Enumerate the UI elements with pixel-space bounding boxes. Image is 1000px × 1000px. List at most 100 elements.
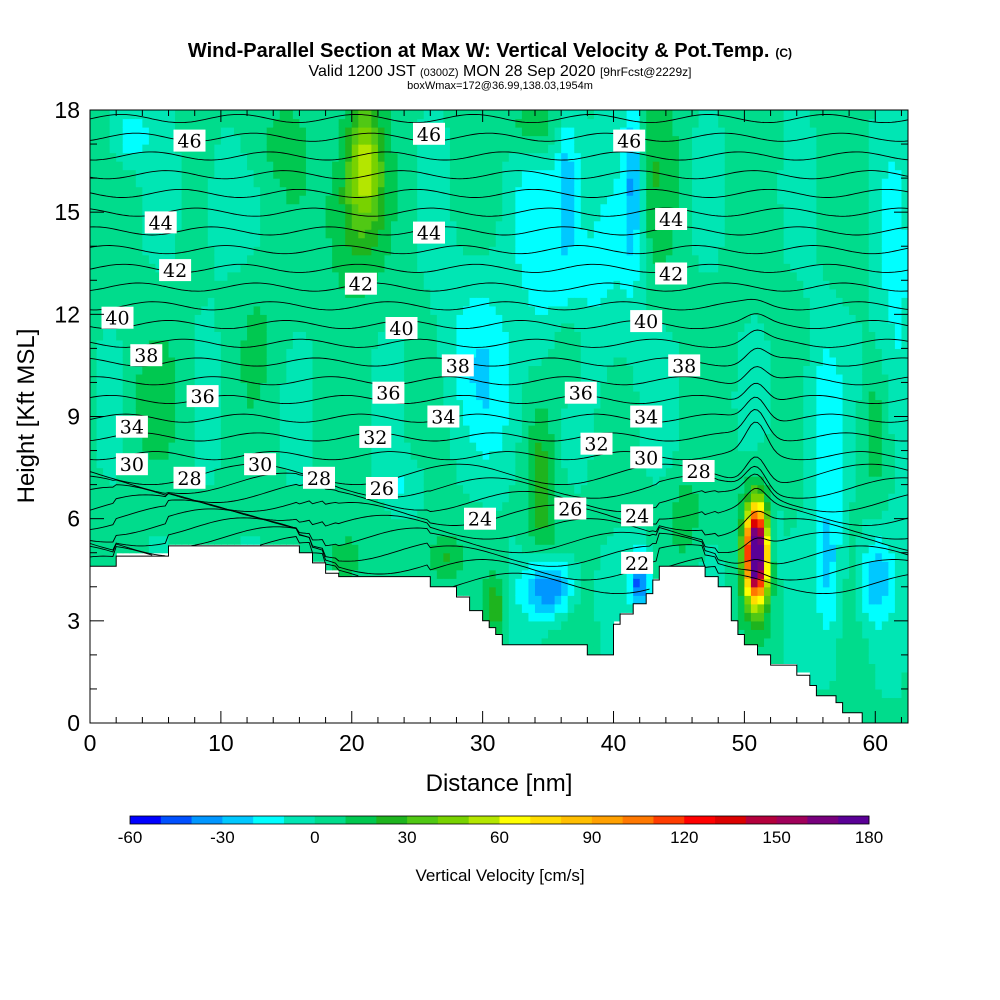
velocity-cell bbox=[436, 459, 444, 469]
velocity-cell bbox=[377, 510, 386, 520]
velocity-cell bbox=[574, 169, 582, 179]
velocity-cell bbox=[260, 339, 268, 349]
velocity-cell bbox=[358, 246, 366, 256]
velocity-cell bbox=[436, 288, 444, 298]
velocity-cell bbox=[253, 314, 261, 324]
velocity-cell bbox=[181, 297, 189, 307]
velocity-cell bbox=[391, 459, 399, 469]
velocity-cell bbox=[561, 467, 569, 477]
velocity-cell bbox=[161, 373, 170, 384]
velocity-cell bbox=[489, 407, 497, 418]
velocity-cell bbox=[135, 237, 143, 247]
velocity-cell bbox=[279, 339, 287, 349]
velocity-cell bbox=[561, 416, 569, 426]
velocity-cell bbox=[541, 476, 549, 486]
velocity-cell bbox=[253, 118, 261, 128]
velocity-cell bbox=[247, 280, 255, 290]
velocity-cell bbox=[600, 416, 608, 426]
velocity-cell bbox=[168, 203, 176, 213]
velocity-cell bbox=[554, 416, 562, 426]
velocity-cell bbox=[364, 305, 372, 315]
velocity-cell bbox=[161, 467, 170, 477]
velocity-cell bbox=[469, 314, 477, 324]
velocity-cell bbox=[90, 373, 98, 384]
velocity-cell bbox=[443, 425, 451, 435]
velocity-cell bbox=[515, 578, 523, 588]
velocity-cell bbox=[338, 501, 346, 511]
velocity-cell bbox=[181, 195, 189, 205]
velocity-cell bbox=[391, 229, 399, 239]
velocity-cell bbox=[606, 518, 615, 528]
velocity-cell bbox=[220, 127, 229, 137]
velocity-cell bbox=[155, 501, 163, 511]
velocity-cell bbox=[312, 459, 320, 469]
velocity-cell bbox=[96, 229, 104, 239]
velocity-cell bbox=[489, 382, 497, 392]
velocity-cell bbox=[639, 229, 647, 239]
velocity-cell bbox=[482, 561, 490, 571]
velocity-cell bbox=[554, 178, 562, 188]
velocity-cell bbox=[188, 416, 196, 426]
velocity-cell bbox=[305, 339, 314, 349]
velocity-cell bbox=[129, 280, 137, 290]
velocity-cell bbox=[292, 144, 300, 154]
velocity-cell bbox=[613, 578, 621, 588]
velocity-cell bbox=[214, 178, 222, 188]
velocity-cell bbox=[567, 127, 575, 137]
velocity-cell bbox=[626, 263, 634, 273]
velocity-cell bbox=[476, 561, 484, 571]
velocity-cell bbox=[161, 118, 170, 128]
velocity-cell bbox=[116, 484, 124, 494]
velocity-cell bbox=[443, 254, 451, 264]
velocity-cell bbox=[273, 322, 281, 332]
velocity-cell bbox=[587, 637, 595, 647]
velocity-cell bbox=[319, 305, 327, 315]
velocity-cell bbox=[606, 561, 615, 571]
velocity-cell bbox=[659, 416, 667, 426]
velocity-cell bbox=[279, 246, 287, 256]
velocity-cell bbox=[364, 144, 372, 154]
velocity-cell bbox=[620, 493, 628, 503]
velocity-cell bbox=[397, 195, 405, 205]
velocity-cell bbox=[384, 510, 392, 520]
velocity-cell bbox=[476, 161, 484, 171]
velocity-cell bbox=[587, 407, 595, 418]
velocity-cell bbox=[122, 493, 130, 503]
velocity-cell bbox=[240, 305, 248, 315]
velocity-cell bbox=[561, 152, 569, 162]
velocity-cell bbox=[299, 425, 307, 435]
velocity-cell bbox=[371, 407, 379, 418]
velocity-cell bbox=[502, 331, 510, 341]
velocity-cell bbox=[482, 467, 490, 477]
velocity-cell bbox=[338, 399, 346, 409]
velocity-cell bbox=[305, 263, 314, 273]
velocity-cell bbox=[449, 501, 458, 511]
velocity-cell bbox=[423, 390, 431, 401]
velocity-cell bbox=[482, 246, 490, 256]
velocity-cell bbox=[659, 152, 667, 162]
velocity-cell bbox=[489, 603, 497, 613]
velocity-cell bbox=[404, 110, 412, 120]
velocity-cell bbox=[489, 186, 497, 196]
velocity-cell bbox=[521, 535, 530, 545]
velocity-cell bbox=[351, 152, 359, 162]
velocity-cell bbox=[659, 425, 667, 435]
velocity-cell bbox=[417, 561, 425, 571]
velocity-cell bbox=[345, 459, 353, 469]
velocity-cell bbox=[521, 527, 530, 537]
velocity-cell bbox=[142, 407, 150, 418]
velocity-cell bbox=[574, 586, 582, 596]
velocity-cell bbox=[443, 535, 451, 545]
velocity-cell bbox=[207, 280, 215, 290]
velocity-cell bbox=[279, 373, 287, 384]
velocity-cell bbox=[574, 450, 582, 460]
velocity-cell bbox=[116, 212, 124, 222]
velocity-cell bbox=[508, 288, 516, 298]
velocity-cell bbox=[587, 169, 595, 179]
velocity-cell bbox=[96, 348, 104, 358]
velocity-cell bbox=[554, 246, 562, 256]
velocity-cell bbox=[580, 612, 588, 622]
velocity-cell bbox=[286, 314, 294, 324]
velocity-cell bbox=[377, 544, 386, 554]
velocity-cell bbox=[299, 544, 307, 554]
